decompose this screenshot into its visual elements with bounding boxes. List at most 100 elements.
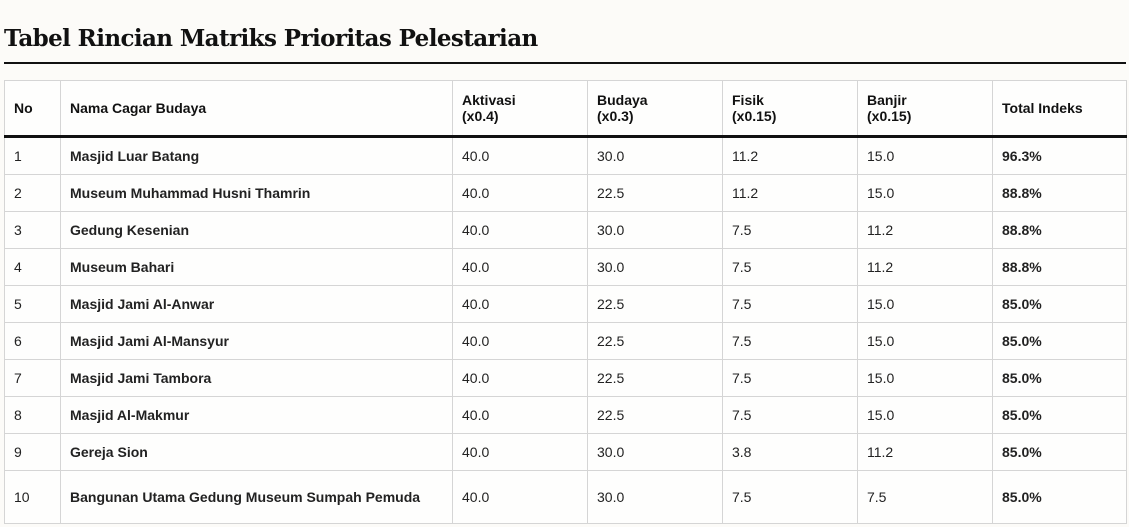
cell-aktivasi: 40.0 — [452, 211, 588, 249]
cell-name: Masjid Jami Al-Anwar — [60, 285, 453, 323]
cell-banjir: 11.2 — [857, 248, 993, 286]
cell-fisik: 11.2 — [722, 136, 858, 175]
cell-total: 85.0% — [992, 322, 1127, 360]
header-fisik: Fisik (x0.15) — [722, 80, 858, 138]
cell-total: 96.3% — [992, 136, 1127, 175]
table-row: 7 Masjid Jami Tambora 40.0 22.5 7.5 15.0… — [4, 359, 1127, 397]
cell-budaya: 30.0 — [587, 433, 723, 471]
cell-total: 85.0% — [992, 470, 1127, 524]
cell-budaya: 22.5 — [587, 322, 723, 360]
table-row: 2 Museum Muhammad Husni Thamrin 40.0 22.… — [4, 174, 1127, 212]
cell-fisik: 7.5 — [722, 211, 858, 249]
priority-matrix-table: No Nama Cagar Budaya Aktivasi (x0.4) Bud… — [4, 80, 1127, 524]
cell-no: 9 — [4, 433, 61, 471]
cell-aktivasi: 40.0 — [452, 174, 588, 212]
header-banjir: Banjir (x0.15) — [857, 80, 993, 138]
table-row: 9 Gereja Sion 40.0 30.0 3.8 11.2 85.0% — [4, 433, 1127, 471]
cell-fisik: 7.5 — [722, 285, 858, 323]
header-row: No Nama Cagar Budaya Aktivasi (x0.4) Bud… — [4, 80, 1127, 138]
cell-name: Museum Muhammad Husni Thamrin — [60, 174, 453, 212]
header-banjir-label: Banjir — [867, 92, 907, 108]
cell-name: Gereja Sion — [60, 433, 453, 471]
cell-no: 10 — [4, 470, 61, 524]
header-no: No — [4, 80, 61, 138]
cell-banjir: 15.0 — [857, 285, 993, 323]
cell-aktivasi: 40.0 — [452, 470, 588, 524]
cell-name: Gedung Kesenian — [60, 211, 453, 249]
cell-no: 1 — [4, 136, 61, 175]
cell-aktivasi: 40.0 — [452, 396, 588, 434]
table-row: 1 Masjid Luar Batang 40.0 30.0 11.2 15.0… — [4, 136, 1127, 175]
header-aktivasi-weight: (x0.4) — [462, 108, 499, 124]
cell-budaya: 22.5 — [587, 396, 723, 434]
header-fisik-weight: (x0.15) — [732, 108, 777, 124]
cell-total: 88.8% — [992, 248, 1127, 286]
cell-name: Masjid Jami Al-Mansyur — [60, 322, 453, 360]
page-title: Tabel Rincian Matriks Prioritas Pelestar… — [4, 25, 538, 52]
cell-no: 8 — [4, 396, 61, 434]
cell-name: Masjid Al-Makmur — [60, 396, 453, 434]
cell-budaya: 30.0 — [587, 136, 723, 175]
header-name: Nama Cagar Budaya — [60, 80, 453, 138]
table-body: 1 Masjid Luar Batang 40.0 30.0 11.2 15.0… — [4, 136, 1127, 524]
cell-budaya: 30.0 — [587, 211, 723, 249]
header-total: Total Indeks — [992, 80, 1127, 138]
header-budaya-weight: (x0.3) — [597, 108, 634, 124]
cell-aktivasi: 40.0 — [452, 359, 588, 397]
header-aktivasi-label: Aktivasi — [462, 92, 516, 108]
table-row: 3 Gedung Kesenian 40.0 30.0 7.5 11.2 88.… — [4, 211, 1127, 249]
cell-fisik: 11.2 — [722, 174, 858, 212]
cell-no: 2 — [4, 174, 61, 212]
cell-aktivasi: 40.0 — [452, 433, 588, 471]
cell-fisik: 7.5 — [722, 248, 858, 286]
cell-budaya: 22.5 — [587, 359, 723, 397]
cell-aktivasi: 40.0 — [452, 285, 588, 323]
cell-banjir: 11.2 — [857, 433, 993, 471]
cell-fisik: 7.5 — [722, 396, 858, 434]
cell-name: Masjid Luar Batang — [60, 136, 453, 175]
cell-aktivasi: 40.0 — [452, 136, 588, 175]
cell-fisik: 7.5 — [722, 322, 858, 360]
title-divider — [4, 62, 1126, 64]
cell-fisik: 7.5 — [722, 359, 858, 397]
cell-aktivasi: 40.0 — [452, 248, 588, 286]
cell-no: 4 — [4, 248, 61, 286]
cell-budaya: 22.5 — [587, 285, 723, 323]
cell-budaya: 30.0 — [587, 470, 723, 524]
table-row: 8 Masjid Al-Makmur 40.0 22.5 7.5 15.0 85… — [4, 396, 1127, 434]
header-fisik-label: Fisik — [732, 92, 764, 108]
cell-no: 7 — [4, 359, 61, 397]
cell-banjir: 11.2 — [857, 211, 993, 249]
cell-name: Bangunan Utama Gedung Museum Sumpah Pemu… — [60, 470, 453, 524]
header-budaya-label: Budaya — [597, 92, 648, 108]
cell-banjir: 15.0 — [857, 359, 993, 397]
table-row: 6 Masjid Jami Al-Mansyur 40.0 22.5 7.5 1… — [4, 322, 1127, 360]
cell-budaya: 30.0 — [587, 248, 723, 286]
cell-fisik: 7.5 — [722, 470, 858, 524]
cell-total: 85.0% — [992, 396, 1127, 434]
cell-total: 85.0% — [992, 359, 1127, 397]
cell-banjir: 15.0 — [857, 322, 993, 360]
header-aktivasi: Aktivasi (x0.4) — [452, 80, 588, 138]
cell-no: 6 — [4, 322, 61, 360]
cell-name: Museum Bahari — [60, 248, 453, 286]
cell-no: 3 — [4, 211, 61, 249]
cell-total: 85.0% — [992, 285, 1127, 323]
header-budaya: Budaya (x0.3) — [587, 80, 723, 138]
cell-budaya: 22.5 — [587, 174, 723, 212]
cell-banjir: 15.0 — [857, 174, 993, 212]
cell-banjir: 7.5 — [857, 470, 993, 524]
cell-banjir: 15.0 — [857, 136, 993, 175]
cell-total: 88.8% — [992, 211, 1127, 249]
cell-total: 85.0% — [992, 433, 1127, 471]
cell-aktivasi: 40.0 — [452, 322, 588, 360]
table-row: 10 Bangunan Utama Gedung Museum Sumpah P… — [4, 470, 1127, 524]
table-row: 5 Masjid Jami Al-Anwar 40.0 22.5 7.5 15.… — [4, 285, 1127, 323]
cell-no: 5 — [4, 285, 61, 323]
header-banjir-weight: (x0.15) — [867, 108, 912, 124]
cell-fisik: 3.8 — [722, 433, 858, 471]
cell-name: Masjid Jami Tambora — [60, 359, 453, 397]
cell-total: 88.8% — [992, 174, 1127, 212]
table-header: No Nama Cagar Budaya Aktivasi (x0.4) Bud… — [4, 80, 1127, 138]
table-row: 4 Museum Bahari 40.0 30.0 7.5 11.2 88.8% — [4, 248, 1127, 286]
